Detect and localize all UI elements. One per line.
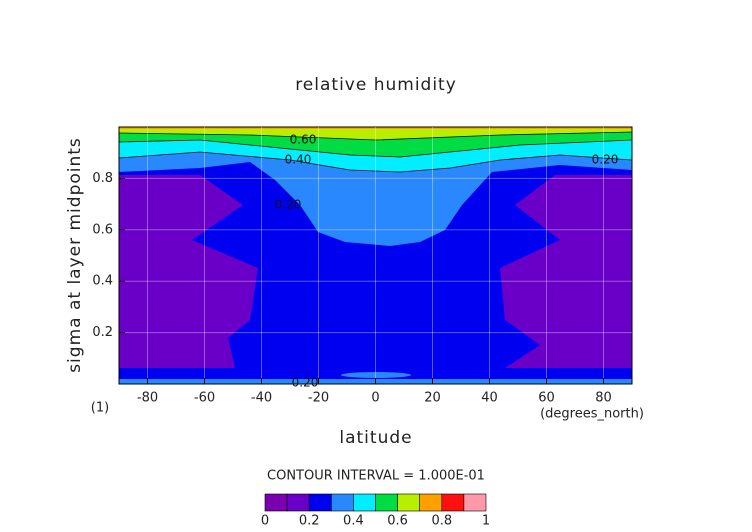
colorbar-tick-label: 0 [261,514,269,529]
x-tick-label: -40 [251,391,272,406]
colorbar-cell [264,493,288,512]
colorbar-tick-label: 1 [482,514,490,529]
colorbar-cell [419,493,443,512]
contour-label: 0.40 [285,153,312,167]
y-axis-label: sigma at layer midpoints [65,137,85,373]
x-tick-label: -60 [194,391,215,406]
colorbar-cell [397,493,421,512]
colorbar-tick-label: 0.4 [343,514,364,529]
colorbar-cell [353,493,376,512]
contour-interval: CONTOUR INTERVAL = 1.000E-01 [267,469,485,484]
contour-label: 0.60 [290,133,317,147]
contour-label: 0.20 [292,376,319,390]
colorbar-tick-label: 0.8 [431,514,452,529]
x-tick-label: 40 [481,391,498,406]
contour-line [118,131,633,141]
contour-band [119,127,632,129]
y-tick-label: 0.8 [92,171,113,186]
x-tick-label: 20 [424,391,441,406]
colorbar-cell [308,493,332,512]
colorbar-cell [463,493,487,512]
y-tick-label: 0.2 [92,325,113,340]
x-tick-label: -20 [308,391,329,406]
x-tick-label: 60 [538,391,555,406]
colorbar-cell [330,493,354,512]
x-tick-label: 0 [371,391,379,406]
colorbar-cell [286,493,310,512]
contour-label: 0.20 [592,153,619,167]
y-tick-label: 0.6 [92,222,113,237]
colorbar-cell [375,493,398,512]
colorbar-cell [441,493,465,512]
colorbar-tick-label: 0.6 [387,514,408,529]
x-tick-label: 80 [595,391,612,406]
contour-label: 0.20 [275,198,302,212]
contour-line [118,139,633,158]
contour-line [118,151,633,173]
y-tick-label: 0.4 [92,274,113,289]
contour-band [500,175,632,368]
contour-field [119,127,632,384]
colorbar-tick-label: 0.2 [299,514,320,529]
x-unit: (degrees_north) [540,407,644,422]
chart-title: relative humidity [295,75,457,95]
x-tick-label: -80 [137,391,158,406]
y-unit: (1) [91,401,109,416]
contour-band [119,127,632,140]
contour-band [119,175,258,368]
contour-band [341,372,411,378]
contour-lines [118,131,633,173]
x-axis-label: latitude [339,428,412,448]
